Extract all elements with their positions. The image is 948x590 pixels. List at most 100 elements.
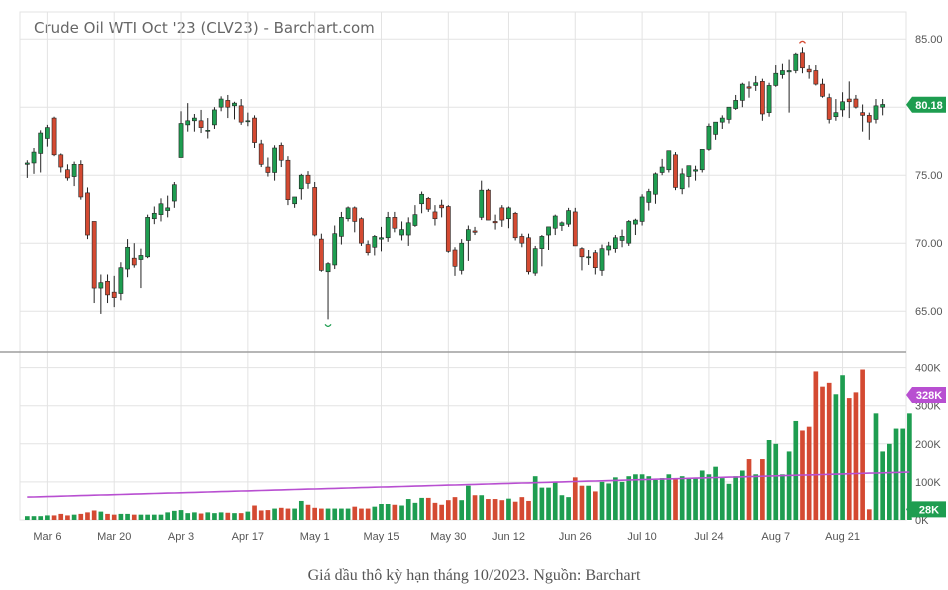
candle-body [833,112,839,118]
candle-body [693,169,698,172]
candle-body [780,70,785,75]
volume-bar [405,499,411,520]
volume-bar [385,504,391,520]
volume-bar [178,510,184,520]
volume-bar [546,487,551,520]
volume-bar [192,512,197,520]
candle-body [51,117,57,156]
volume-bar [566,497,571,520]
candle-body [686,165,692,177]
volume-bar [586,485,591,520]
candle-body [566,210,571,225]
volume-bar [646,476,652,520]
volume-bar [866,509,872,520]
candle-body [753,82,759,86]
volume-bar [165,512,171,520]
candle-body [131,257,137,266]
candle-body [359,218,364,244]
volume-bar [613,477,618,520]
volume-bar [813,371,819,520]
volume-bar [305,504,311,520]
volume-bar [766,440,772,520]
volume-bar [506,498,511,520]
candle-body [272,147,277,173]
candle-body [793,53,799,71]
volume-bar [91,510,97,520]
candle-body [151,212,157,220]
volume-bar [860,369,865,520]
candle-body [539,236,545,249]
volume-bar [472,495,478,520]
candle-body [245,120,251,123]
volume-bar [392,504,398,520]
candle-body [98,282,104,289]
volume-bar [639,474,645,520]
candle-body [512,212,518,239]
volume-bar [633,474,638,520]
candle-body [58,154,64,168]
volume-bar [786,451,792,520]
open-interest-badge-label: 328K [916,390,942,402]
volume-bar [492,499,498,520]
candle-body [653,173,658,195]
volume-bar [432,502,438,520]
candle-body [880,104,886,108]
candle-body [659,166,665,173]
volume-bar [151,514,157,520]
candle-body [405,222,411,236]
candle-body [800,52,805,69]
candle-body [38,132,44,154]
candle-body [666,150,672,171]
volume-bar [486,499,491,520]
volume-bar [840,375,845,520]
volume-bar [131,514,137,520]
volume-bar [98,511,104,520]
candle-body [746,86,752,89]
candle-body [526,237,531,273]
volume-bar [51,515,57,520]
volume-bar [526,500,531,520]
candle-body [158,203,164,215]
volume-bar [760,459,765,520]
candle-body [472,230,478,233]
candle-body [532,248,538,274]
candle-body [419,193,424,205]
candle-body [392,217,398,229]
open-interest-line [27,471,910,498]
candle-body [760,81,765,115]
candle-body [105,280,110,296]
volume-bar [312,507,318,520]
candle-body [592,252,598,268]
volume-bar [272,508,277,520]
high-marker [798,40,806,44]
volume-bar [245,511,251,520]
volume-bar [45,515,50,520]
volume-bar [713,466,718,520]
x-tick-label: Jul 10 [627,531,656,543]
candle-body [312,187,318,236]
candle-body [639,196,645,222]
volume-bar [198,513,204,520]
x-tick-label: Jul 24 [694,531,723,543]
volume-bar [532,476,538,520]
volume-bar [278,507,284,520]
candle-body [198,120,204,128]
candle-body [766,85,772,113]
volume-bar [125,513,130,520]
candle-body [699,149,705,171]
volume-bar [359,508,364,520]
candle-body [773,72,779,86]
volume-bar [466,485,471,520]
candle-body [318,238,324,271]
candle-body [65,169,70,179]
volume-bar [292,508,297,520]
candle-body [138,255,144,260]
candle-body [452,249,458,267]
volume-bar [873,413,879,520]
candle-body [459,242,465,271]
candle-body [111,291,117,298]
volume-bar [212,513,217,520]
volume-bar [539,487,545,520]
candle-body [860,112,865,116]
volume-bar [739,470,745,520]
